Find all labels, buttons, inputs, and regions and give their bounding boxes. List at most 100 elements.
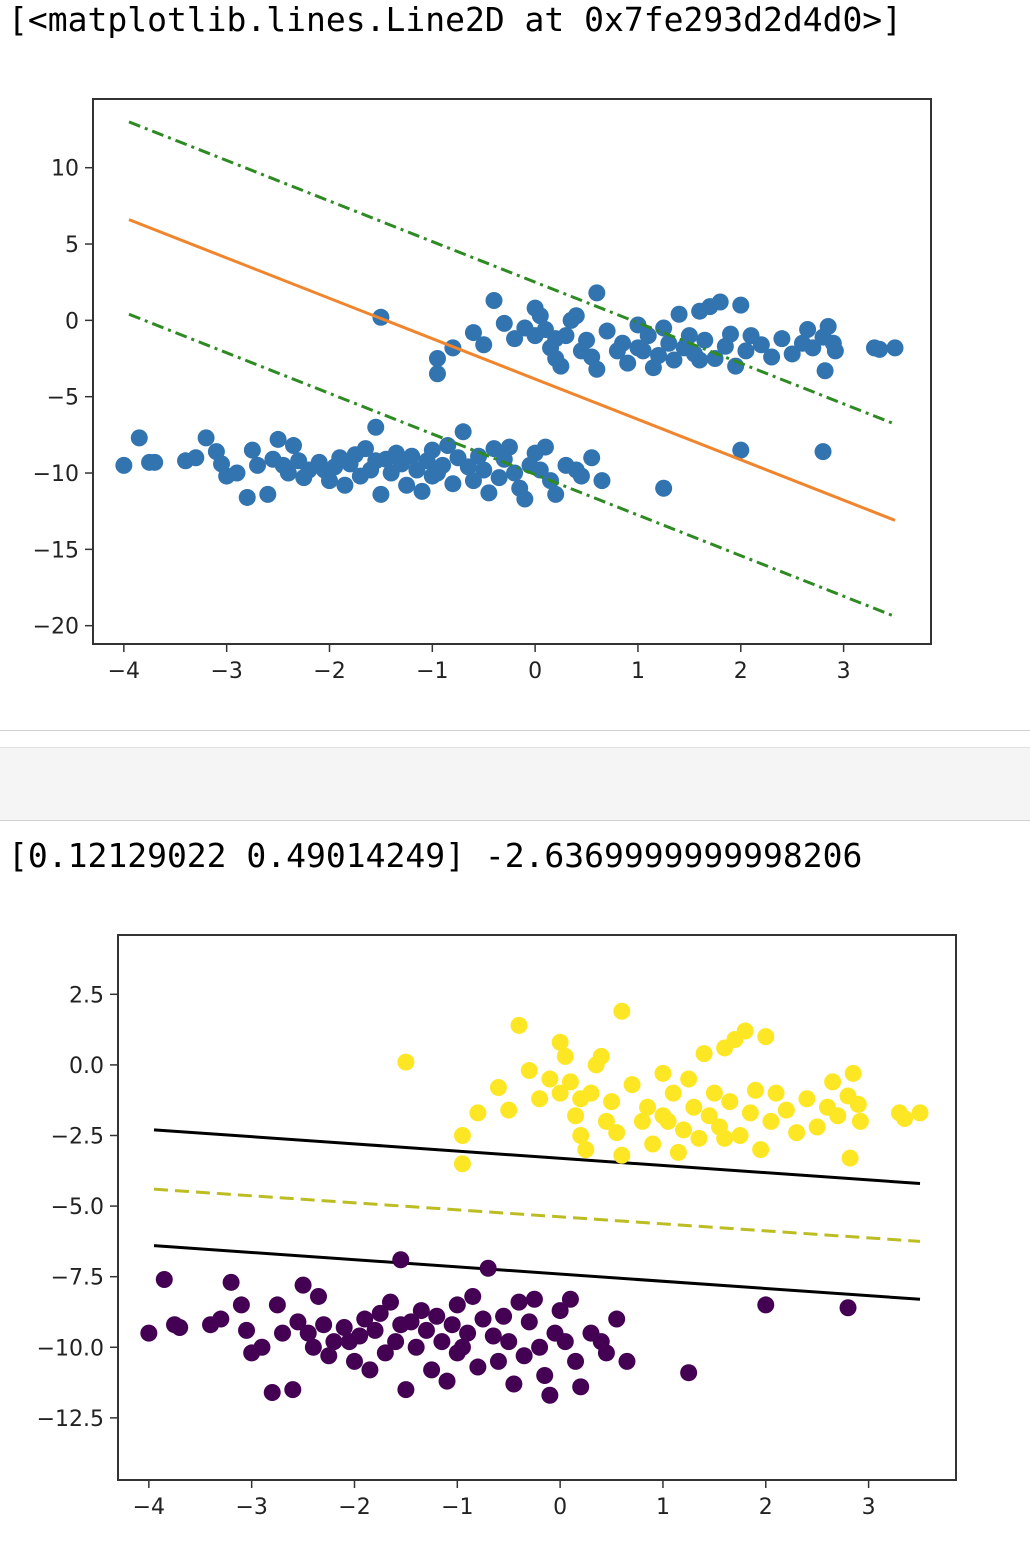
data-point-lower [238, 488, 256, 506]
data-point-lower [238, 1321, 256, 1339]
data-point-upper [551, 1033, 569, 1051]
data-point-upper [588, 284, 606, 302]
data-point-lower [345, 1352, 363, 1370]
data-point-lower [561, 1290, 579, 1308]
data-point-lower [268, 1296, 286, 1314]
x-tick-label: −4 [108, 659, 140, 684]
data-point-upper [886, 339, 904, 357]
data-point-upper [551, 1084, 569, 1102]
data-point-upper [572, 1090, 590, 1108]
data-point-lower [222, 1273, 240, 1291]
data-point-upper [639, 1098, 657, 1116]
data-point-upper [623, 1076, 641, 1094]
data-point-upper [506, 330, 524, 348]
data-point-lower [551, 1302, 569, 1320]
data-point-upper [767, 1084, 785, 1102]
data-point-upper [633, 1112, 651, 1130]
data-point-upper [639, 327, 657, 345]
data-point-lower [448, 1344, 466, 1362]
line-solid-0 [153, 1128, 921, 1185]
data-point-upper [824, 1073, 842, 1091]
data-point-lower [417, 1321, 435, 1339]
x-tick-label: 0 [528, 659, 542, 684]
data-point-lower [197, 429, 215, 447]
data-point-lower [547, 485, 565, 503]
data-point-upper [752, 1141, 770, 1159]
data-point-upper [541, 1070, 559, 1088]
data-point-lower [407, 1338, 425, 1356]
data-point-lower [392, 1251, 410, 1269]
data-point-lower [531, 1338, 549, 1356]
data-point-upper [721, 325, 739, 343]
y-tick-label: −10.0 [37, 1336, 104, 1361]
data-point-upper [397, 1053, 415, 1071]
empty-code-cell[interactable] [0, 747, 1030, 821]
data-point-upper [510, 1016, 528, 1034]
data-point-upper [829, 1107, 847, 1125]
data-point-lower [392, 1316, 410, 1334]
data-point-lower [269, 430, 287, 448]
x-tick-label: 1 [656, 1495, 670, 1520]
data-point-upper [428, 365, 446, 383]
data-point-lower [412, 1302, 430, 1320]
data-point-lower [423, 467, 441, 485]
data-point-upper [816, 362, 834, 380]
data-point-upper [453, 1155, 471, 1173]
data-point-lower [335, 1319, 353, 1337]
y-tick-label: −2.5 [51, 1124, 104, 1149]
data-point-upper [561, 1073, 579, 1091]
data-point-upper [567, 1107, 585, 1125]
data-point-upper [731, 1126, 749, 1144]
data-point-lower [531, 461, 549, 479]
data-point-upper [598, 322, 616, 340]
data-point-lower [510, 1293, 528, 1311]
data-point-upper [655, 319, 673, 337]
data-point-upper [577, 1141, 595, 1159]
data-point-lower [572, 1378, 590, 1396]
data-point-lower [479, 1259, 497, 1277]
data-point-lower [243, 441, 261, 459]
line-dashdot-1 [128, 120, 896, 426]
x-tick-label: −4 [133, 1495, 165, 1520]
data-point-upper [469, 1104, 487, 1122]
data-point-lower [413, 482, 431, 500]
data-point-upper [696, 331, 714, 349]
x-tick-label: −2 [313, 659, 345, 684]
data-point-upper [675, 1121, 693, 1139]
data-point-lower [284, 1381, 302, 1399]
data-point-lower [490, 469, 508, 487]
x-tick-label: −1 [441, 1495, 473, 1520]
data-point-lower [253, 1338, 271, 1356]
data-point-lower [356, 1310, 374, 1328]
data-point-upper [773, 330, 791, 348]
data-point-upper [763, 348, 781, 366]
data-point-lower [187, 449, 205, 467]
data-point-lower [515, 1347, 533, 1365]
data-point-upper [680, 327, 698, 345]
data-point-upper [428, 350, 446, 368]
data-point-lower [516, 490, 534, 508]
data-point-upper [520, 1062, 538, 1080]
data-point-lower [372, 485, 390, 503]
data-point-lower [423, 441, 441, 459]
data-point-lower [536, 438, 554, 456]
data-point-lower [371, 1304, 389, 1322]
data-point-lower [381, 1293, 399, 1311]
data-point-lower [448, 1296, 466, 1314]
line-solid-0 [128, 218, 896, 522]
data-point-upper [613, 1002, 631, 1020]
data-point-upper [567, 307, 585, 325]
data-point-upper [583, 348, 601, 366]
data-point-upper [650, 346, 668, 364]
data-point-lower [439, 437, 457, 455]
data-point-upper [804, 339, 822, 357]
data-point-upper [732, 296, 750, 314]
x-tick-label: 0 [553, 1495, 567, 1520]
x-tick-label: 3 [862, 1495, 876, 1520]
y-tick-label: 2.5 [69, 983, 104, 1008]
data-point-upper [690, 1129, 708, 1147]
data-point-lower [433, 1333, 451, 1351]
data-point-upper [841, 1149, 859, 1167]
data-point-upper [716, 1129, 734, 1147]
data-point-upper [572, 1126, 590, 1144]
